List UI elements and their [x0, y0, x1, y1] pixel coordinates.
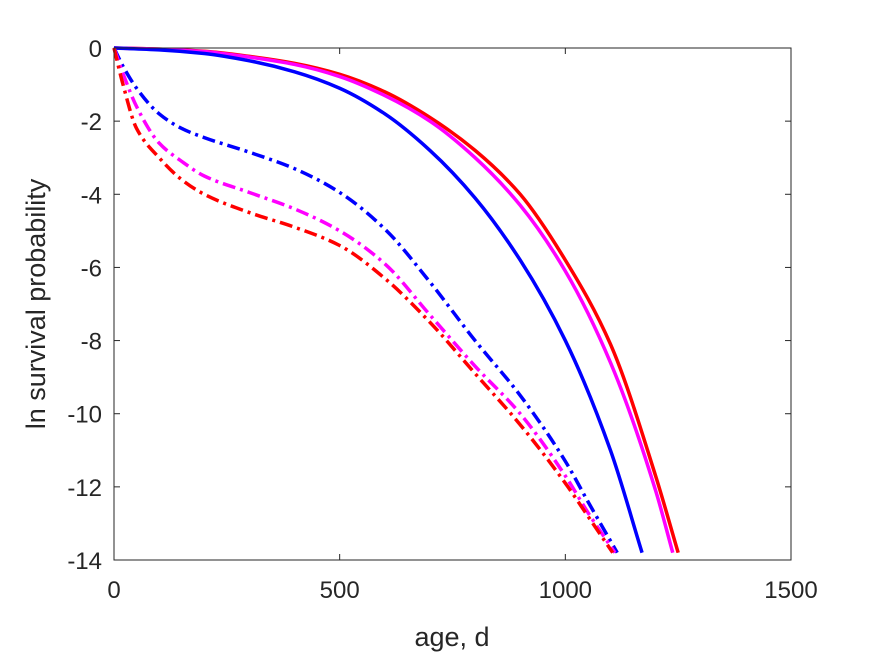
x-tick-label: 1500: [764, 577, 817, 604]
x-axis-label: age, d: [414, 622, 489, 652]
y-tick-label: -6: [81, 255, 102, 282]
y-tick-label: -2: [81, 109, 102, 136]
y-tick-label: -4: [81, 182, 102, 209]
x-tick-label: 1000: [539, 577, 592, 604]
y-axis-label: ln survival probability: [21, 178, 51, 429]
series-line-5: [112, 47, 617, 554]
y-tick-label: -12: [67, 475, 102, 502]
series-line-6: [112, 47, 615, 554]
y-tick-label: -14: [67, 548, 102, 575]
series-line-4: [112, 47, 619, 554]
series-line-3: [113, 46, 644, 554]
series-line-2: [113, 46, 675, 554]
y-tick-label: -10: [67, 402, 102, 429]
x-tick-label: 500: [320, 577, 360, 604]
plot-area-frame: [113, 47, 792, 561]
x-tick-label: 0: [107, 577, 120, 604]
y-tick-label: -8: [81, 329, 102, 356]
axis-ticks: 0 500 1000 1500 0 -2 -4 -6 -8 -10 -12 -14: [67, 36, 817, 604]
y-tick-label: 0: [89, 36, 102, 63]
plot-lines: [112, 46, 680, 554]
